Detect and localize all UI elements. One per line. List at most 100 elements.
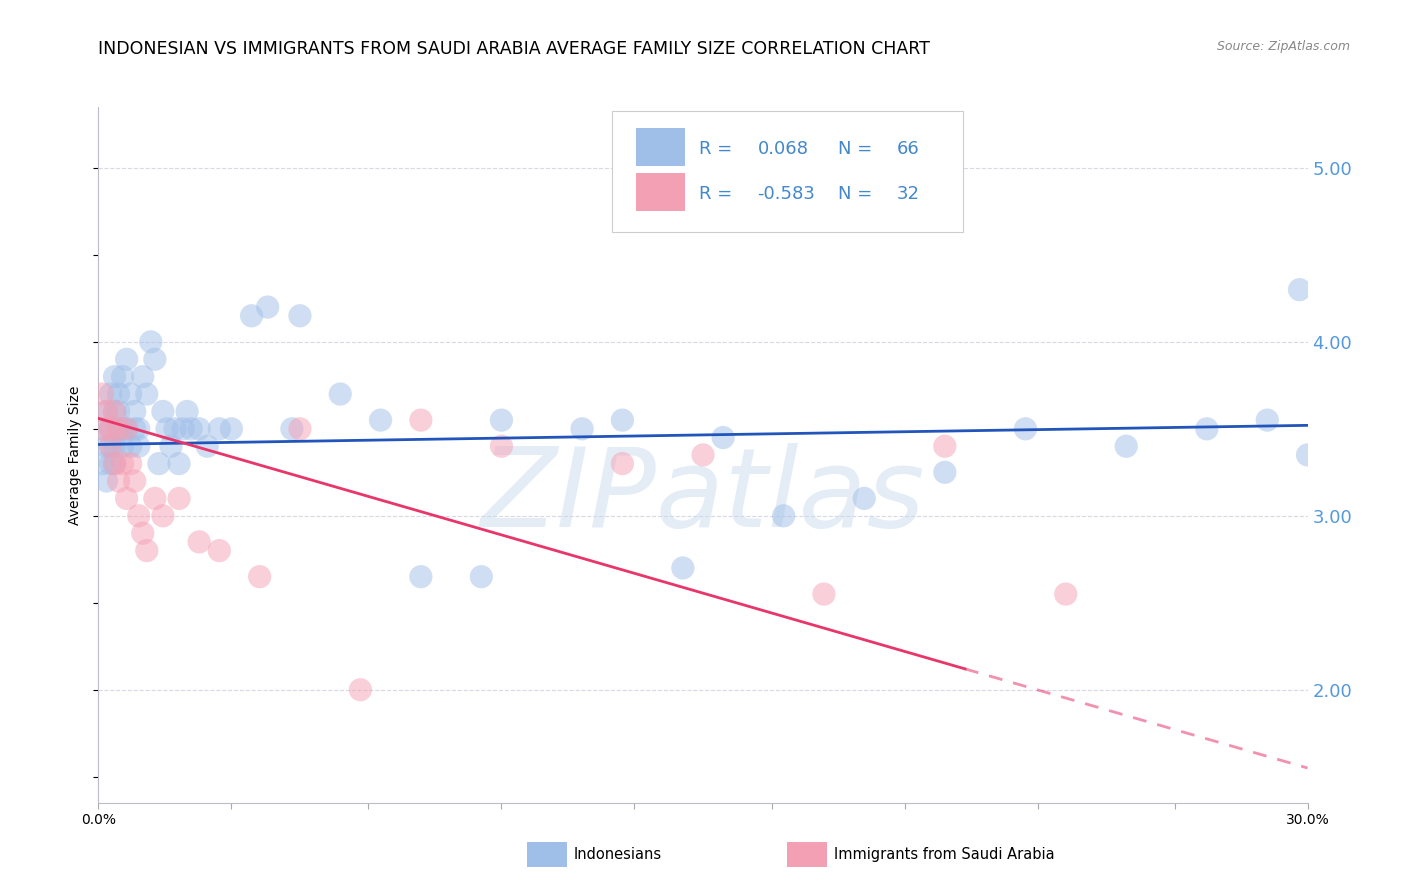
Text: -0.583: -0.583 (758, 185, 815, 203)
Point (100, 457, 122, 471)
Point (111, 369, 134, 384)
Text: Source: ZipAtlas.com: Source: ZipAtlas.com (1216, 40, 1350, 54)
Point (256, 300, 278, 314)
Point (100, 422, 122, 436)
Point (124, 404, 146, 418)
Point (176, 404, 198, 418)
Text: Immigrants from Saudi Arabia: Immigrants from Saudi Arabia (834, 847, 1054, 862)
Point (612, 413, 634, 427)
Point (249, 570, 271, 584)
Text: Indonesians: Indonesians (574, 847, 662, 862)
Point (96, 439, 118, 453)
Text: 32: 32 (897, 185, 920, 203)
Point (288, 309, 311, 323)
Point (120, 387, 142, 401)
Point (711, 430, 734, 444)
Point (934, 439, 956, 453)
Point (128, 439, 150, 453)
Point (491, 439, 513, 453)
Point (152, 508, 174, 523)
Point (813, 587, 835, 601)
Point (107, 474, 129, 488)
Point (370, 413, 392, 427)
Point (672, 561, 695, 575)
Point (772, 508, 794, 523)
Point (128, 508, 150, 523)
Point (103, 369, 125, 384)
Point (100, 439, 122, 453)
Point (349, 682, 371, 697)
Point (103, 404, 125, 418)
Text: R =: R = (699, 140, 738, 158)
Point (240, 309, 263, 323)
Point (103, 457, 125, 471)
FancyBboxPatch shape (637, 128, 685, 166)
Point (172, 422, 194, 436)
Point (135, 543, 157, 558)
Point (91, 422, 114, 436)
Point (167, 457, 190, 471)
Point (143, 352, 166, 367)
Point (148, 457, 170, 471)
Point (221, 422, 243, 436)
Text: INDONESIAN VS IMMIGRANTS FROM SAUDI ARABIA AVERAGE FAMILY SIZE CORRELATION CHART: INDONESIAN VS IMMIGRANTS FROM SAUDI ARAB… (98, 40, 931, 58)
Point (111, 439, 134, 453)
Point (1296, 448, 1319, 462)
Text: R =: R = (699, 185, 738, 203)
Point (188, 534, 211, 549)
Point (409, 413, 432, 427)
Point (115, 422, 138, 436)
Point (208, 422, 231, 436)
Point (107, 422, 129, 436)
Point (470, 570, 492, 584)
Point (124, 422, 146, 436)
Point (139, 334, 162, 349)
Point (152, 404, 174, 418)
Point (167, 491, 190, 506)
Point (612, 457, 634, 471)
Point (120, 457, 142, 471)
Point (571, 422, 593, 436)
Point (288, 422, 311, 436)
Point (160, 439, 183, 453)
Point (132, 369, 155, 384)
Point (195, 439, 218, 453)
Point (1054, 587, 1077, 601)
Point (91, 422, 114, 436)
Point (329, 387, 352, 401)
Point (100, 387, 122, 401)
Text: ZIPatlas: ZIPatlas (481, 443, 925, 550)
Y-axis label: Average Family Size: Average Family Size (69, 385, 83, 524)
Point (103, 439, 125, 453)
Point (143, 491, 166, 506)
Point (96, 404, 118, 418)
Point (1288, 283, 1310, 297)
Point (103, 457, 125, 471)
Point (115, 491, 138, 506)
Text: 66: 66 (897, 140, 920, 158)
Point (115, 422, 138, 436)
Point (692, 448, 714, 462)
Point (180, 422, 202, 436)
Point (111, 457, 134, 471)
Point (409, 570, 432, 584)
Point (107, 387, 129, 401)
Point (163, 422, 186, 436)
Point (188, 422, 211, 436)
Point (96, 404, 118, 418)
Point (132, 526, 155, 541)
Point (135, 387, 157, 401)
Point (100, 422, 122, 436)
Point (128, 422, 150, 436)
Point (91, 457, 114, 471)
Point (491, 413, 513, 427)
Text: N =: N = (838, 140, 879, 158)
Point (100, 439, 122, 453)
Point (111, 422, 134, 436)
Point (156, 422, 179, 436)
FancyBboxPatch shape (637, 173, 685, 211)
FancyBboxPatch shape (613, 111, 963, 232)
Point (208, 543, 231, 558)
Point (124, 474, 146, 488)
Point (107, 404, 129, 418)
